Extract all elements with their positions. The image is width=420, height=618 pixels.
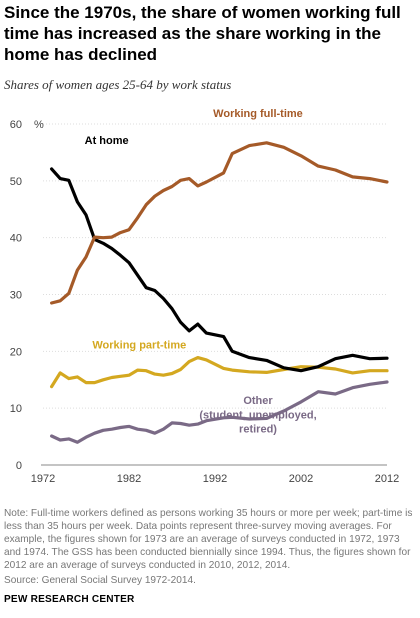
- y-tick-label: 40: [10, 233, 22, 245]
- chart-note: Note: Full-time workers defined as perso…: [4, 508, 413, 571]
- chart-source: Source: General Social Survey 1972-2014.: [4, 575, 196, 586]
- series-line: [49, 380, 389, 444]
- series-line: [49, 141, 389, 305]
- x-tick-label: 2012: [375, 473, 399, 485]
- y-tick-label: 20: [10, 346, 22, 358]
- series-lines: [49, 141, 389, 444]
- x-tick-label: 1972: [31, 473, 55, 485]
- x-tick-label: 2002: [289, 473, 313, 485]
- label-other: Other: [243, 395, 273, 407]
- chart-title: Since the 1970s, the share of women work…: [4, 3, 401, 64]
- label-other-detail: (student, unemployed,: [199, 409, 316, 421]
- label-working-full-time: Working full-time: [213, 108, 303, 120]
- series-line: [49, 356, 389, 389]
- series-labels: Working full-time At home Working part-tim…: [85, 108, 317, 435]
- label-other-detail-2: retired): [239, 424, 277, 436]
- y-tick-labels: 0 10 20 30 40 50 60%: [10, 119, 44, 472]
- series-line: [49, 167, 389, 373]
- y-unit-label: %: [34, 119, 44, 131]
- x-tick-label: 1982: [117, 473, 141, 485]
- y-tick-label: 60: [10, 119, 22, 131]
- y-tick-label: 30: [10, 290, 22, 302]
- organization-name: PEW RESEARCH CENTER: [4, 594, 135, 605]
- y-tick-label: 10: [10, 403, 22, 415]
- x-tick-label: 1992: [203, 473, 227, 485]
- x-tick-labels: 1972 1982 1992 2002 2012: [31, 473, 399, 485]
- label-at-home: At home: [85, 135, 129, 147]
- line-chart: 0 10 20 30 40 50 60% 1972 1982 1992 2002 2012 Work…: [10, 108, 399, 485]
- y-tick-label: 0: [16, 460, 22, 472]
- y-tick-label: 50: [10, 176, 22, 188]
- chart-subtitle: Shares of women ages 25-64 by work statu…: [4, 77, 232, 92]
- label-working-part-time: Working part-time: [92, 339, 186, 351]
